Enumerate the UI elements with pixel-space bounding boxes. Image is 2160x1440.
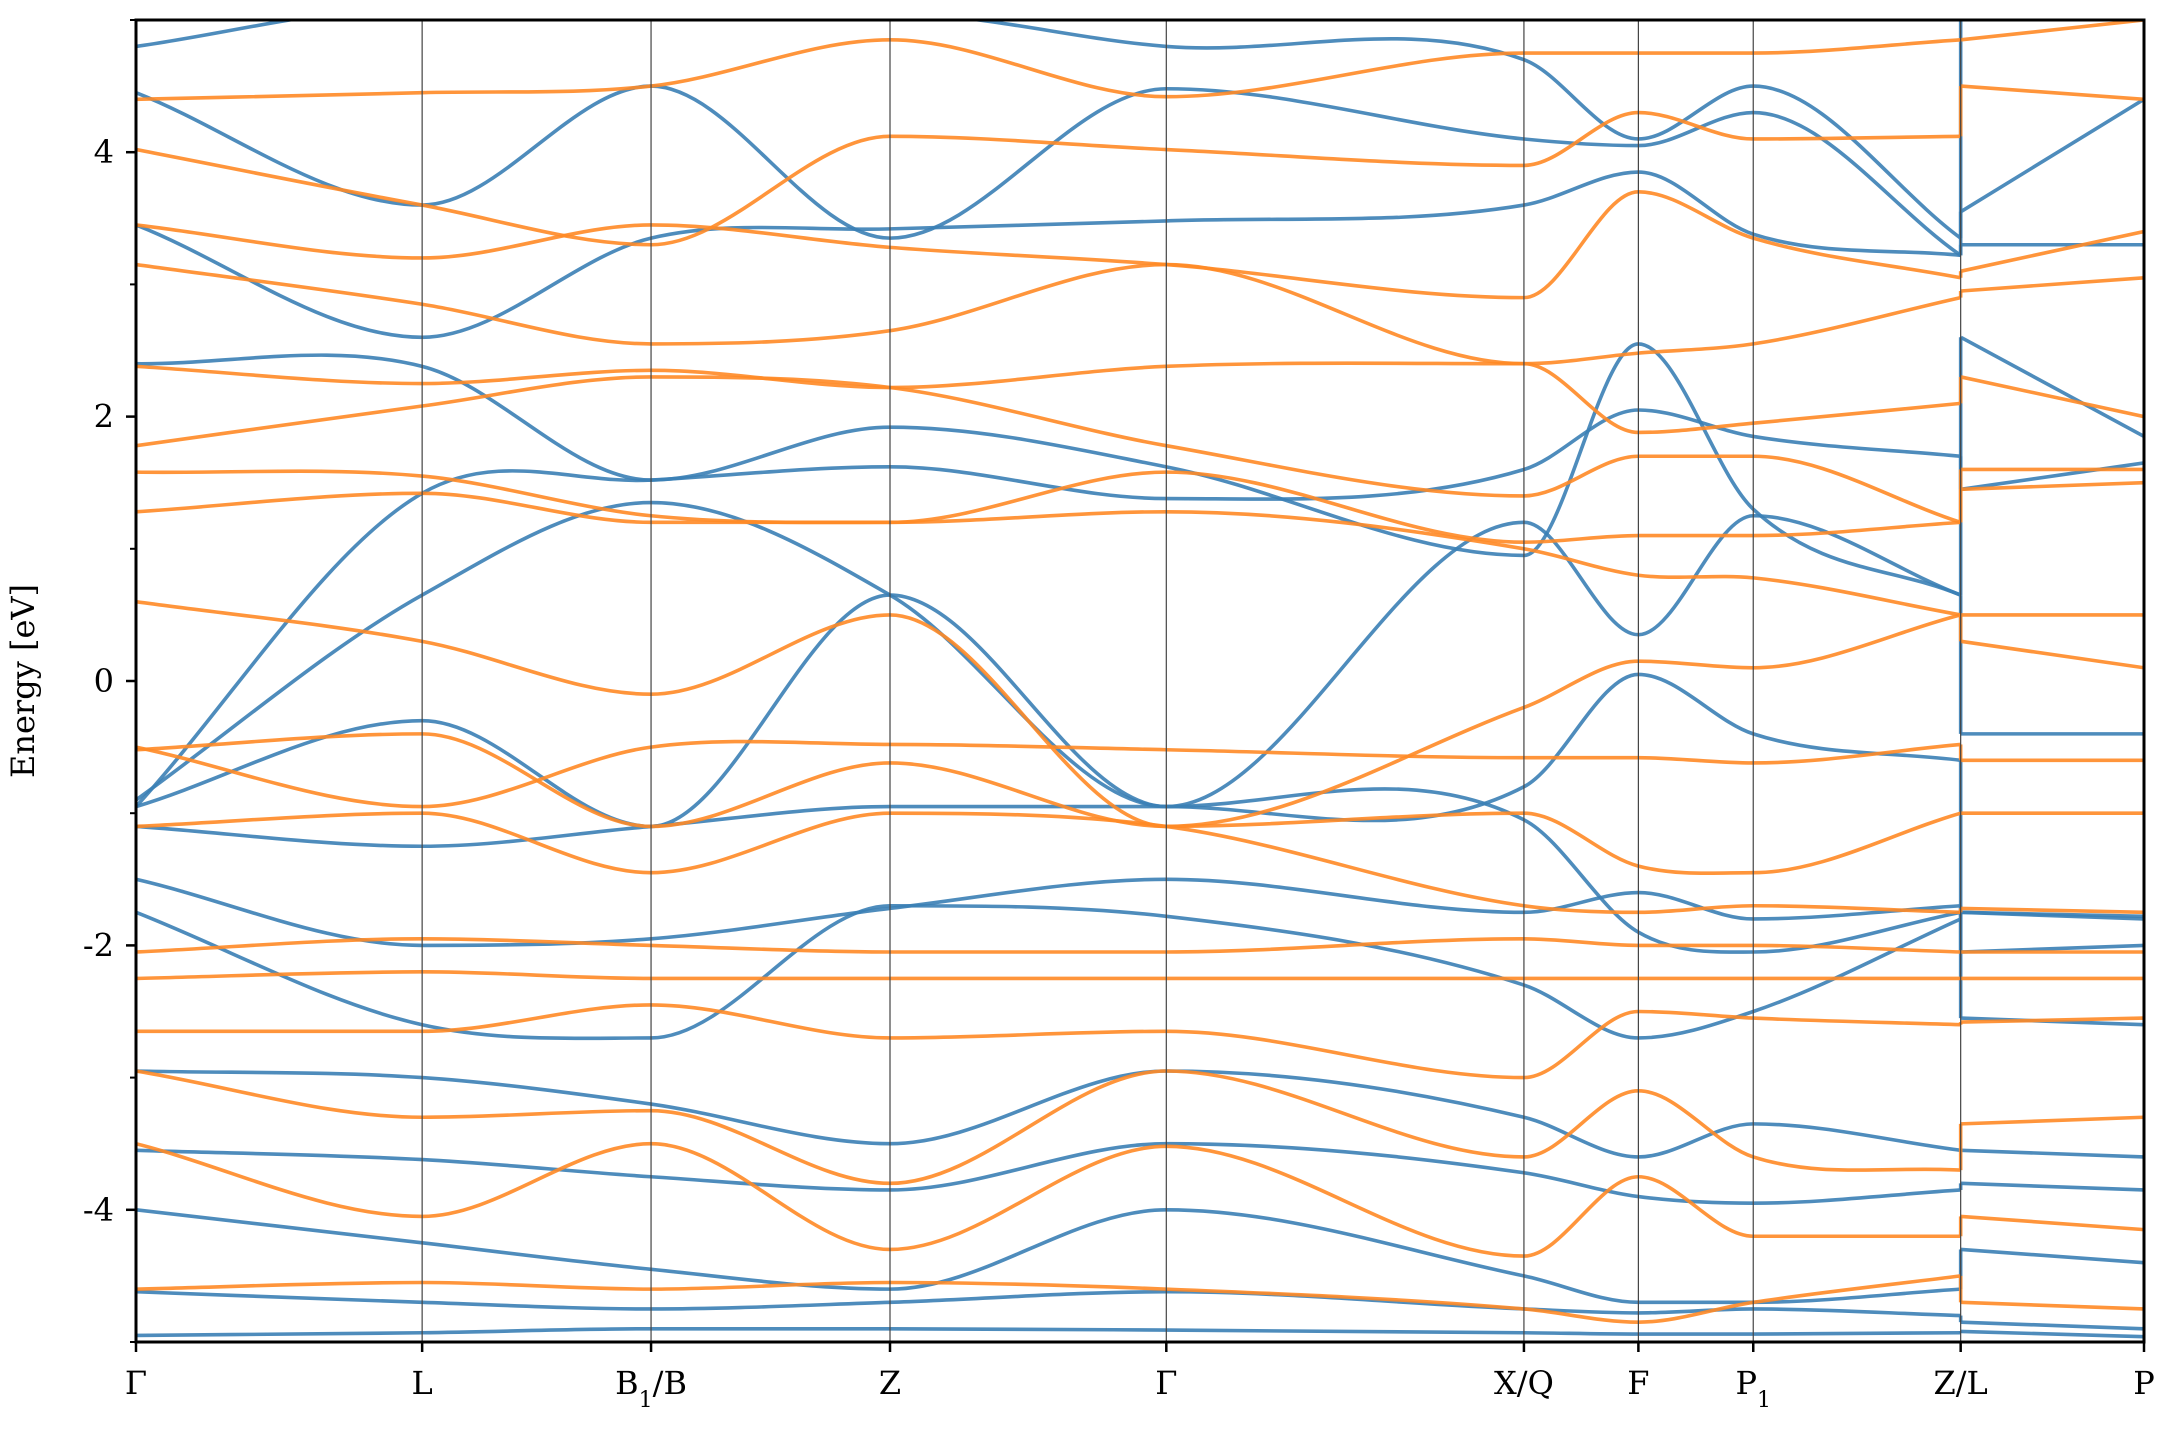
orange-band-16 [136,110,1961,247]
orange-band-11-tail [1960,480,2144,492]
orange-band-8 [136,739,1961,809]
orange-band-9-tail [1960,639,2144,670]
orange-band-1-tail [1960,1214,2144,1232]
orange-band-3 [136,1003,1961,1080]
blue-band-13 [136,84,1962,257]
x-tick-label: P [2133,1364,2155,1402]
y-tick-label: 4 [94,133,114,171]
blue-band-0 [136,1326,1961,1338]
orange-band-4 [136,970,1961,981]
x-tick-label: X/Q [1494,1364,1554,1402]
blue-band-11-tail [1960,335,2144,439]
x-tick-label: Z [879,1364,901,1402]
blue-band-3 [136,1141,1961,1205]
x-tick-label: P1 [1735,1364,1771,1413]
orange-band-0-tail [1960,1300,2144,1311]
blue-band-6 [136,877,1961,948]
blue-band-8 [136,593,1961,829]
blue-band-12 [136,170,1961,340]
orange-band-14-tail [1960,275,2144,293]
orange-band-13 [136,361,1961,435]
orange-band-15 [136,190,1962,300]
orange-band-11 [136,469,1961,544]
x-tick-label: Γ [1155,1364,1177,1402]
y-axis-ticks: -4 -2 0 2 4 [83,19,136,1343]
high-symmetry-lines [421,20,1962,1342]
orange-band-9 [136,599,1962,829]
blue-band-4-tail [1960,1148,2144,1159]
blue-band-1-tail [1960,1320,2144,1331]
orange-band-13-tail [1960,375,2144,419]
orange-band-6-tail [1960,906,2144,915]
blue-band-3-tail [1960,1181,2144,1192]
orange-band-17-tail [1960,20,2144,42]
blue-band-0-tail [1960,1329,2144,1339]
blue-band-14 [136,20,1962,240]
blue-band-4 [136,1069,1961,1159]
orange-band-2-tail [1960,1115,2144,1126]
y-tick-label: -2 [83,926,114,964]
y-tick-label: -4 [83,1191,114,1229]
orange-band-14 [136,262,1962,366]
blue-band-5 [136,903,1962,1041]
x-axis-ticks: Γ L B1/B Z Γ X/Q F P1 Z/L P [125,1342,2155,1413]
orange-band-6 [136,811,1961,915]
orange-band-0 [136,1274,1961,1324]
blue-band-2-tail [1960,1247,2144,1265]
blue-band-2 [136,1207,1961,1305]
orange-band-1 [136,1141,1961,1258]
blue-band-9 [136,500,1962,809]
y-tick-label: 0 [94,662,114,700]
bands-layer [136,20,2144,1339]
blue-band-7 [136,787,1962,954]
blue-band-1 [136,1289,1961,1318]
orange-band-2 [136,1069,1961,1186]
blue-band-10-tail [1960,461,2144,492]
x-tick-label: Γ [125,1364,147,1402]
orange-band-5 [136,936,1961,954]
orange-band-7 [136,732,1962,876]
x-tick-label: Z/L [1934,1364,1988,1402]
orange-band-15-tail [1960,229,2144,273]
orange-band-12 [136,375,1962,525]
x-tick-label: L [412,1364,433,1402]
blue-band-11 [136,342,1962,597]
y-tick-label: 2 [94,398,114,436]
x-tick-label: F [1627,1364,1649,1402]
y-axis-label: Energy [eV] [4,584,42,778]
blue-band-7-tail [1960,910,2144,921]
orange-band-10 [136,491,1961,617]
x-tick-label: B1/B [615,1364,687,1413]
orange-band-3-tail [1960,1016,2144,1024]
blue-band-13-tail [1959,97,2144,214]
orange-band-16-tail [1960,84,2144,102]
orange-band-17 [136,38,1961,102]
